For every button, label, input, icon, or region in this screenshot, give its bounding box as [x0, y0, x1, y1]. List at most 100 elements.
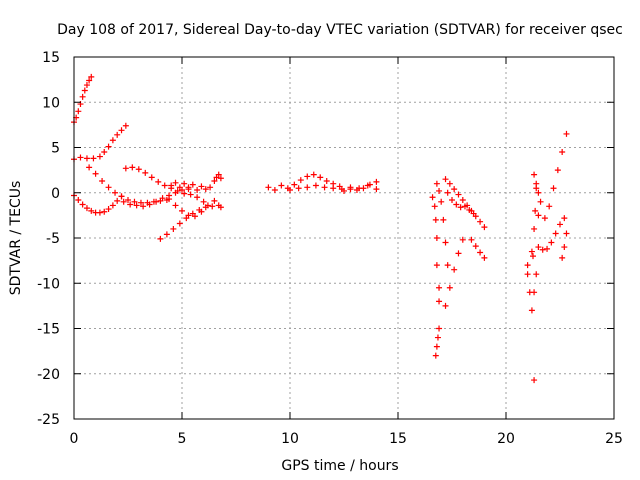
data-point	[317, 174, 324, 181]
data-point	[526, 289, 533, 296]
data-point	[559, 149, 566, 156]
data-point	[433, 235, 440, 241]
data-point	[438, 198, 445, 205]
data-point	[88, 207, 95, 214]
data-point	[75, 196, 82, 203]
data-point	[88, 73, 95, 80]
data-point	[554, 167, 561, 174]
series-arc2	[71, 122, 129, 163]
series-arc23	[524, 262, 538, 384]
data-point	[189, 181, 196, 188]
y-axis-label: SDTVAR / TECUs	[8, 181, 24, 296]
data-point	[446, 284, 453, 291]
data-point	[455, 191, 462, 198]
series-arc22	[528, 271, 540, 314]
data-point	[528, 248, 535, 255]
data-point	[470, 210, 477, 217]
data-point	[552, 230, 559, 237]
data-point	[105, 206, 112, 213]
data-point	[451, 186, 458, 193]
data-point	[373, 178, 380, 185]
data-point	[455, 250, 462, 257]
data-point	[341, 187, 347, 194]
data-point	[532, 207, 539, 214]
series-arc14	[429, 194, 443, 305]
data-point	[153, 198, 160, 205]
data-point	[83, 155, 90, 162]
data-point	[457, 204, 464, 211]
data-point	[373, 186, 380, 193]
data-point	[304, 184, 311, 191]
y-tick-label: 15	[42, 50, 60, 66]
data-point	[265, 184, 272, 191]
data-point	[133, 202, 140, 209]
chart-title: Day 108 of 2017, Sidereal Day-to-day VTE…	[57, 22, 623, 38]
data-point	[131, 198, 138, 205]
data-point	[161, 182, 168, 189]
data-point	[83, 82, 90, 89]
data-point	[96, 153, 103, 160]
data-point	[92, 170, 99, 177]
data-point	[312, 182, 319, 189]
x-tick-label: 20	[497, 431, 515, 447]
data-point	[202, 186, 209, 193]
data-point	[181, 190, 188, 197]
data-point	[429, 194, 436, 201]
data-point	[291, 181, 298, 188]
data-point	[271, 187, 278, 194]
data-point	[453, 201, 460, 208]
data-point	[159, 195, 166, 202]
data-point	[559, 254, 566, 261]
series-arc11	[265, 171, 343, 194]
data-point	[155, 178, 162, 185]
series-arc7	[157, 202, 222, 242]
x-tick-label: 25	[605, 431, 623, 447]
data-point	[446, 180, 453, 187]
data-point	[278, 182, 285, 189]
series-arc25	[535, 130, 570, 222]
data-point	[105, 143, 112, 150]
y-tick-label: -25	[37, 412, 60, 428]
data-point	[444, 189, 451, 196]
data-point	[179, 207, 185, 214]
series-arc27	[559, 230, 570, 261]
series-arc20	[468, 236, 488, 261]
data-point	[431, 203, 438, 210]
data-point	[541, 215, 548, 222]
data-point	[114, 197, 121, 204]
data-point	[433, 262, 440, 269]
data-point	[194, 187, 201, 194]
data-point	[90, 155, 97, 162]
series-arc16	[433, 180, 451, 269]
grid-lines	[74, 57, 614, 419]
data-point	[122, 165, 129, 172]
data-point	[436, 187, 443, 194]
x-tick-label: 0	[70, 431, 79, 447]
data-point	[135, 166, 142, 173]
data-point	[563, 130, 570, 137]
data-point	[129, 164, 136, 171]
data-point	[433, 343, 440, 350]
data-point	[546, 203, 553, 210]
data-point	[176, 220, 183, 227]
x-tick-label: 10	[281, 431, 299, 447]
series-arc4	[86, 164, 170, 206]
data-point	[436, 325, 443, 332]
data-point	[112, 189, 119, 196]
data-point	[120, 198, 127, 205]
y-tick-label: 5	[51, 141, 60, 157]
data-point	[459, 236, 466, 243]
data-point	[330, 185, 337, 192]
data-point	[524, 271, 531, 278]
data-point	[481, 224, 488, 231]
data-point	[172, 189, 179, 196]
data-point	[114, 131, 121, 138]
y-tick-label: 10	[42, 95, 60, 111]
data-point	[434, 334, 441, 341]
data-point	[81, 87, 88, 94]
data-point	[287, 187, 293, 194]
data-point	[451, 266, 458, 273]
data-point	[142, 169, 149, 176]
data-point	[531, 171, 538, 178]
